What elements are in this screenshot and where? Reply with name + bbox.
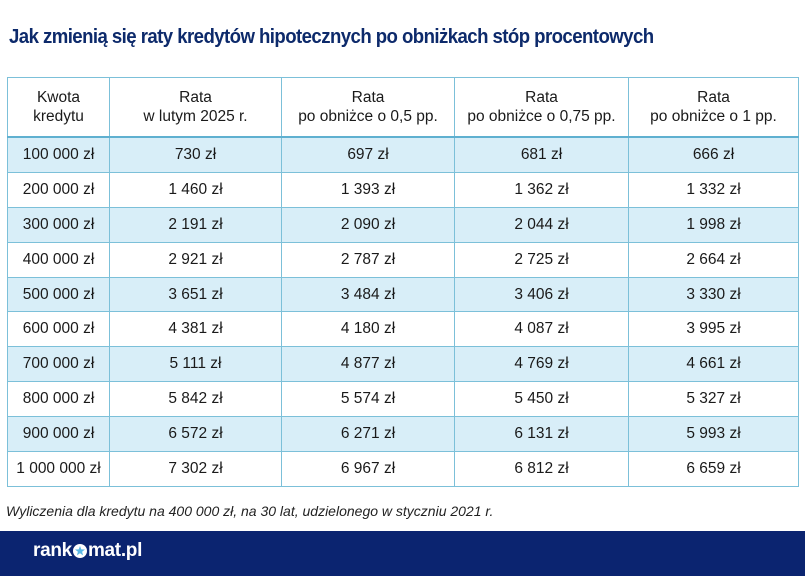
rate-cell: 730 zł xyxy=(109,136,282,173)
rankomat-logo: rank mat.pl xyxy=(33,540,142,562)
loan-amount-cell: 300 000 zł xyxy=(7,206,110,243)
rate-cell: 6 659 zł xyxy=(628,451,799,487)
rate-cell: 6 967 zł xyxy=(281,451,455,487)
loan-amount-cell: 900 000 zł xyxy=(7,416,110,453)
rate-cell: 7 302 zł xyxy=(109,451,282,487)
rate-cell: 666 zł xyxy=(628,136,799,173)
page-title: Jak zmienią się raty kredytów hipoteczny… xyxy=(9,26,654,48)
rate-cell: 5 574 zł xyxy=(281,381,455,418)
rate-cell: 4 769 zł xyxy=(454,346,629,383)
column-header-line: po obniżce o 1 pp. xyxy=(650,108,777,125)
loan-amount-cell: 500 000 zł xyxy=(7,276,110,313)
table-header-row: Kwota kredytu Rata w lutym 2025 r. Rata po ob… xyxy=(7,77,799,138)
rate-cell: 2 664 zł xyxy=(628,241,799,278)
rate-cell: 4 180 zł xyxy=(281,311,455,348)
rate-cell: 2 191 zł xyxy=(109,206,282,243)
rate-cell: 2 787 zł xyxy=(281,241,455,278)
table-row: 900 000 zł 6 572 zł 6 271 zł 6 131 zł 5 993 … xyxy=(7,416,799,453)
rate-cell: 3 406 zł xyxy=(454,276,629,313)
table-row: 700 000 zł 5 111 zł 4 877 zł 4 769 zł 4 661 … xyxy=(7,346,799,383)
rate-cell: 5 327 zł xyxy=(628,381,799,418)
footer-band: rank mat.pl xyxy=(0,531,805,576)
rate-cell: 2 921 zł xyxy=(109,241,282,278)
rate-cell: 4 087 zł xyxy=(454,311,629,348)
loan-amount-cell: 800 000 zł xyxy=(7,381,110,418)
rate-cell: 1 362 zł xyxy=(454,171,629,208)
rate-cell: 3 330 zł xyxy=(628,276,799,313)
rate-cell: 4 381 zł xyxy=(109,311,282,348)
table-row: 800 000 zł 5 842 zł 5 574 zł 5 450 zł 5 327 … xyxy=(7,381,799,418)
column-header: Rata w lutym 2025 r. xyxy=(109,77,282,138)
rate-cell: 6 131 zł xyxy=(454,416,629,453)
logo-text-start: rank xyxy=(33,540,72,561)
table-row: 100 000 zł 730 zł 697 zł 681 zł 666 zł xyxy=(7,136,799,173)
table-row: 300 000 zł 2 191 zł 2 090 zł 2 044 zł 1 998 … xyxy=(7,206,799,243)
loan-amount-cell: 200 000 zł xyxy=(7,171,110,208)
rate-cell: 5 993 zł xyxy=(628,416,799,453)
column-header: Rata po obniżce o 0,5 pp. xyxy=(281,77,455,138)
rate-cell: 3 995 zł xyxy=(628,311,799,348)
rate-cell: 5 111 zł xyxy=(109,346,282,383)
rate-cell: 1 332 zł xyxy=(628,171,799,208)
column-header-line: po obniżce o 0,5 pp. xyxy=(298,108,438,125)
column-header-line: w lutym 2025 r. xyxy=(143,108,248,125)
footnote: Wyliczenia dla kredytu na 400 000 zł, na… xyxy=(6,503,494,519)
rate-cell: 697 zł xyxy=(281,136,455,173)
rate-cell: 6 271 zł xyxy=(281,416,455,453)
rate-cell: 5 450 zł xyxy=(454,381,629,418)
loan-amount-cell: 400 000 zł xyxy=(7,241,110,278)
rate-cell: 4 661 zł xyxy=(628,346,799,383)
column-header: Rata po obniżce o 1 pp. xyxy=(628,77,799,138)
rate-cell: 3 651 zł xyxy=(109,276,282,313)
rate-cell: 2 044 zł xyxy=(454,206,629,243)
column-header-line: kredytu xyxy=(33,108,84,125)
table-row: 600 000 zł 4 381 zł 4 180 zł 4 087 zł 3 995 … xyxy=(7,311,799,348)
table-row: 400 000 zł 2 921 zł 2 787 zł 2 725 zł 2 664 … xyxy=(7,241,799,278)
rate-cell: 4 877 zł xyxy=(281,346,455,383)
loan-amount-cell: 100 000 zł xyxy=(7,136,110,173)
rate-cell: 681 zł xyxy=(454,136,629,173)
loan-amount-cell: 700 000 zł xyxy=(7,346,110,383)
rate-cell: 3 484 zł xyxy=(281,276,455,313)
column-header: Rata po obniżce o 0,75 pp. xyxy=(454,77,629,138)
column-header-line: po obniżce o 0,75 pp. xyxy=(467,108,616,125)
table-row: 1 000 000 zł 7 302 zł 6 967 zł 6 812 zł 6 65… xyxy=(7,451,799,487)
rate-cell: 2 090 zł xyxy=(281,206,455,243)
rate-cell: 5 842 zł xyxy=(109,381,282,418)
table-row: 500 000 zł 3 651 zł 3 484 zł 3 406 zł 3 330 … xyxy=(7,276,799,313)
rates-table: Kwota kredytu Rata w lutym 2025 r. Rata po ob… xyxy=(7,77,799,487)
rate-cell: 2 725 zł xyxy=(454,241,629,278)
star-icon xyxy=(72,544,87,558)
rate-cell: 1 393 zł xyxy=(281,171,455,208)
rate-cell: 6 812 zł xyxy=(454,451,629,487)
loan-amount-cell: 600 000 zł xyxy=(7,311,110,348)
rate-cell: 1 998 zł xyxy=(628,206,799,243)
column-header-line: Kwota xyxy=(36,89,81,106)
logo-text-end: mat.pl xyxy=(87,540,143,561)
rate-cell: 1 460 zł xyxy=(109,171,282,208)
loan-amount-cell: 1 000 000 zł xyxy=(7,451,110,487)
column-header-line: Rata xyxy=(351,89,385,106)
column-header-line: Rata xyxy=(697,89,730,106)
column-header: Kwota kredytu xyxy=(7,77,110,138)
table-row: 200 000 zł 1 460 zł 1 393 zł 1 362 zł 1 332 … xyxy=(7,171,799,208)
rate-cell: 6 572 zł xyxy=(109,416,282,453)
column-header-line: Rata xyxy=(525,89,558,106)
column-header-line: Rata xyxy=(179,89,212,106)
